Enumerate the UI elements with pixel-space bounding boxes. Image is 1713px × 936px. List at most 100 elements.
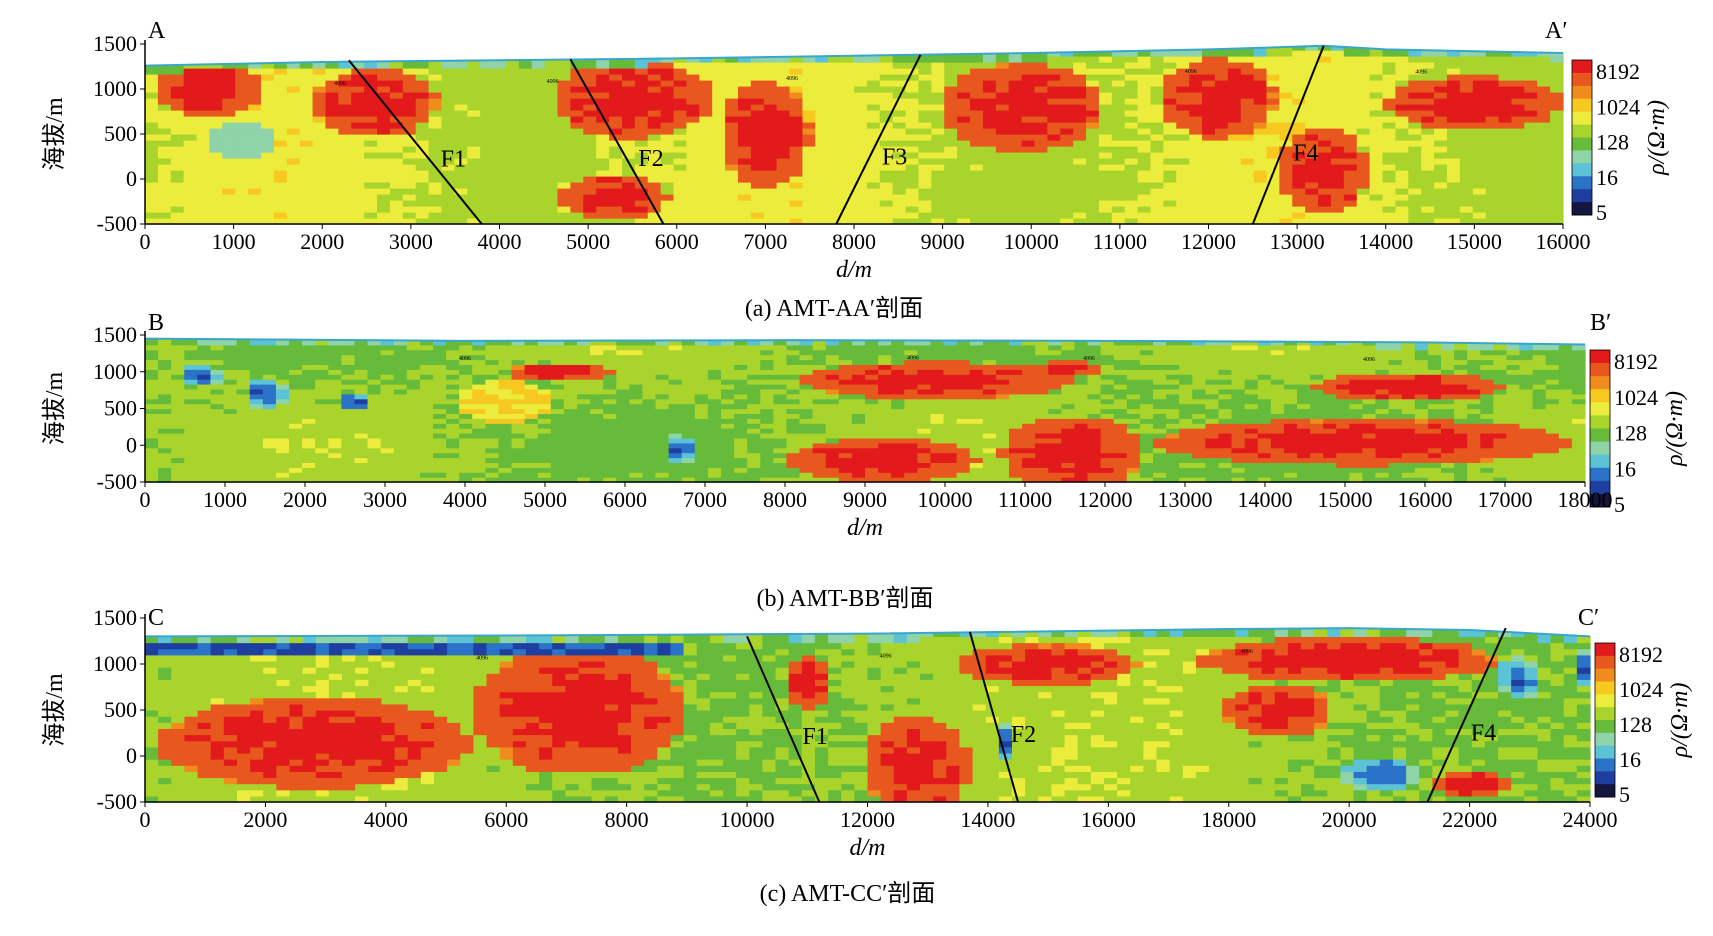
heatmap-cell <box>1098 164 1113 171</box>
heatmap-cell <box>428 134 443 141</box>
heatmap-cell <box>223 339 238 346</box>
heatmap-cell <box>707 452 722 459</box>
heatmap-cell <box>158 413 172 419</box>
heatmap-cell <box>299 212 314 219</box>
heatmap-cell <box>660 122 675 129</box>
heatmap-cell <box>750 116 765 123</box>
heatmap-cell <box>737 194 752 201</box>
colorbar-tick-label: 128 <box>1596 130 1629 155</box>
heatmap-cell <box>171 442 185 449</box>
heatmap-cell <box>1214 92 1229 99</box>
heatmap-cell <box>377 116 391 123</box>
contour-label: 4096 <box>1415 70 1427 76</box>
heatmap-cell <box>480 60 494 63</box>
heatmap-cell <box>406 408 421 414</box>
heatmap-cell <box>1485 188 1500 195</box>
heatmap-cell <box>537 457 552 463</box>
heatmap-cell <box>879 206 894 213</box>
heatmap-cell <box>865 428 879 434</box>
heatmap-cell <box>351 218 365 225</box>
heatmap-cell <box>289 349 303 356</box>
heatmap-cell <box>838 437 853 444</box>
heatmap-cell <box>518 170 533 177</box>
heatmap-cell <box>1034 164 1048 171</box>
heatmap-cell <box>1511 80 1525 87</box>
heatmap-cell <box>1524 206 1538 213</box>
heatmap-cell <box>642 467 657 473</box>
heatmap-cell <box>493 98 507 105</box>
heatmap-cell <box>1305 80 1319 87</box>
heatmap-cell <box>505 62 520 69</box>
heatmap-cell <box>825 408 840 414</box>
heatmap-cell <box>505 60 520 63</box>
heatmap-cell <box>1550 194 1564 201</box>
heatmap-cell <box>1073 92 1087 99</box>
heatmap-cell <box>838 393 853 400</box>
surface-line <box>144 44 1564 67</box>
heatmap-cell <box>364 200 378 207</box>
heatmap-cell <box>302 433 316 439</box>
heatmap-cell <box>957 170 971 177</box>
heatmap-cell <box>1240 68 1255 75</box>
heatmap-cell <box>570 206 584 213</box>
heatmap-cell <box>351 146 365 153</box>
heatmap-cell <box>286 212 301 219</box>
heatmap-cell <box>1305 188 1319 195</box>
heatmap-cell <box>918 218 932 225</box>
heatmap-cell <box>944 56 958 63</box>
heatmap-cell <box>197 428 212 434</box>
heatmap-cell <box>583 128 597 135</box>
heatmap-cell <box>1034 104 1048 111</box>
heatmap-cell <box>1524 74 1538 81</box>
heatmap-cell <box>596 74 610 81</box>
heatmap-cell <box>647 218 662 225</box>
heatmap-cell <box>248 188 262 195</box>
heatmap-cell <box>402 200 417 207</box>
heatmap-cell <box>773 428 788 434</box>
heatmap-cell <box>262 472 277 478</box>
heatmap-cell <box>1176 122 1190 129</box>
heatmap-cell <box>563 472 578 478</box>
heatmap-cell <box>531 128 546 135</box>
heatmap-cell <box>493 86 507 93</box>
heatmap-cell <box>802 116 816 123</box>
heatmap-cell <box>1021 68 1036 75</box>
x-tick-label: 9000 <box>921 229 965 254</box>
heatmap-cell <box>364 98 378 105</box>
heatmap-cell <box>694 467 709 473</box>
heatmap-cell <box>171 388 185 395</box>
heatmap-cell <box>328 339 342 346</box>
heatmap-cell <box>354 349 369 356</box>
heatmap-cell <box>1305 122 1319 129</box>
heatmap-cell <box>854 158 868 165</box>
heatmap-cell <box>1434 62 1448 69</box>
heatmap-cell <box>995 68 1010 75</box>
heatmap-cell <box>1537 152 1551 159</box>
heatmap-cell <box>694 477 709 483</box>
heatmap-cell <box>261 128 275 135</box>
heatmap-cell <box>459 433 473 439</box>
heatmap-cell <box>249 447 264 454</box>
heatmap-cell <box>655 369 670 375</box>
heatmap-cell <box>171 393 185 400</box>
heatmap-cell <box>1459 170 1474 177</box>
heatmap-cell <box>389 62 404 69</box>
heatmap-cell <box>1343 80 1358 87</box>
heatmap-cell <box>1330 56 1345 63</box>
heatmap-cell <box>1137 74 1152 81</box>
heatmap-cell <box>642 433 657 439</box>
heatmap-cell <box>1498 206 1513 213</box>
heatmap-cell <box>773 349 788 356</box>
heatmap-cell <box>550 359 565 365</box>
heatmap-cell <box>393 364 408 370</box>
heatmap-cell <box>289 418 303 424</box>
heatmap-cell <box>789 122 804 129</box>
heatmap-cell <box>865 344 879 351</box>
heatmap-cell <box>616 374 630 380</box>
heatmap-cell <box>583 200 597 207</box>
heatmap-cell <box>634 110 649 117</box>
heatmap-cell <box>918 146 932 153</box>
heatmap-cell <box>1318 200 1332 207</box>
heatmap-cell <box>721 437 735 444</box>
heatmap-cell <box>1021 212 1036 219</box>
